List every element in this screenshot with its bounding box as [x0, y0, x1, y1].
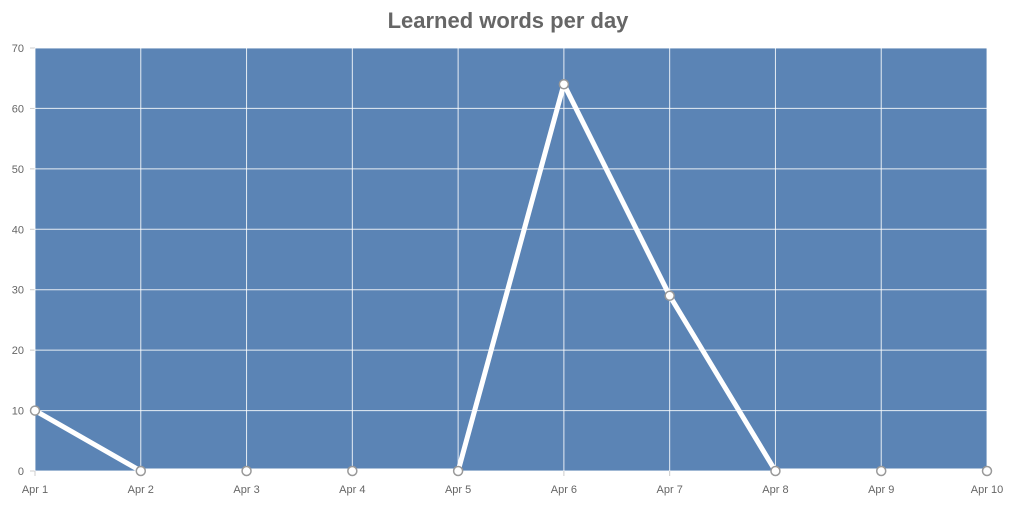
x-tick-label: Apr 6	[551, 484, 577, 496]
data-point	[347, 465, 358, 477]
data-point	[135, 465, 147, 477]
data-point	[29, 405, 41, 416]
data-point	[558, 79, 570, 90]
y-tick-label: 30	[12, 285, 24, 297]
x-tick-label: Apr 1	[22, 484, 48, 496]
plot-background	[35, 48, 987, 471]
y-tick-label: 50	[12, 164, 24, 176]
data-point	[241, 465, 252, 477]
chart-title: Learned words per day	[387, 8, 629, 33]
data-point	[981, 465, 993, 477]
x-tick-label: Apr 8	[762, 484, 788, 496]
x-tick-label: Apr 2	[128, 484, 154, 496]
data-point	[875, 465, 887, 477]
x-tick-label: Apr 9	[868, 484, 894, 496]
y-tick-label: 40	[12, 224, 24, 236]
x-tick-label: Apr 7	[657, 484, 683, 496]
y-tick-label: 0	[18, 466, 24, 478]
x-tick-label: Apr 10	[971, 484, 1003, 496]
x-tick-label: Apr 5	[445, 484, 471, 496]
x-tick-label: Apr 4	[339, 484, 365, 496]
x-tick-label: Apr 3	[233, 484, 259, 496]
plot-area: 0 10 20 30 40 50 60 70 Apr 1 Apr 2 Apr 3 Apr 4 Apr 5…	[12, 43, 1003, 496]
series-line	[32, 81, 990, 474]
y-tick-label: 70	[12, 43, 24, 55]
data-point	[452, 465, 464, 477]
y-tick-label: 10	[12, 406, 24, 418]
y-tick-label: 20	[12, 345, 24, 357]
data-point	[770, 465, 781, 477]
data-point	[664, 290, 675, 302]
y-tick-label: 60	[12, 103, 24, 115]
